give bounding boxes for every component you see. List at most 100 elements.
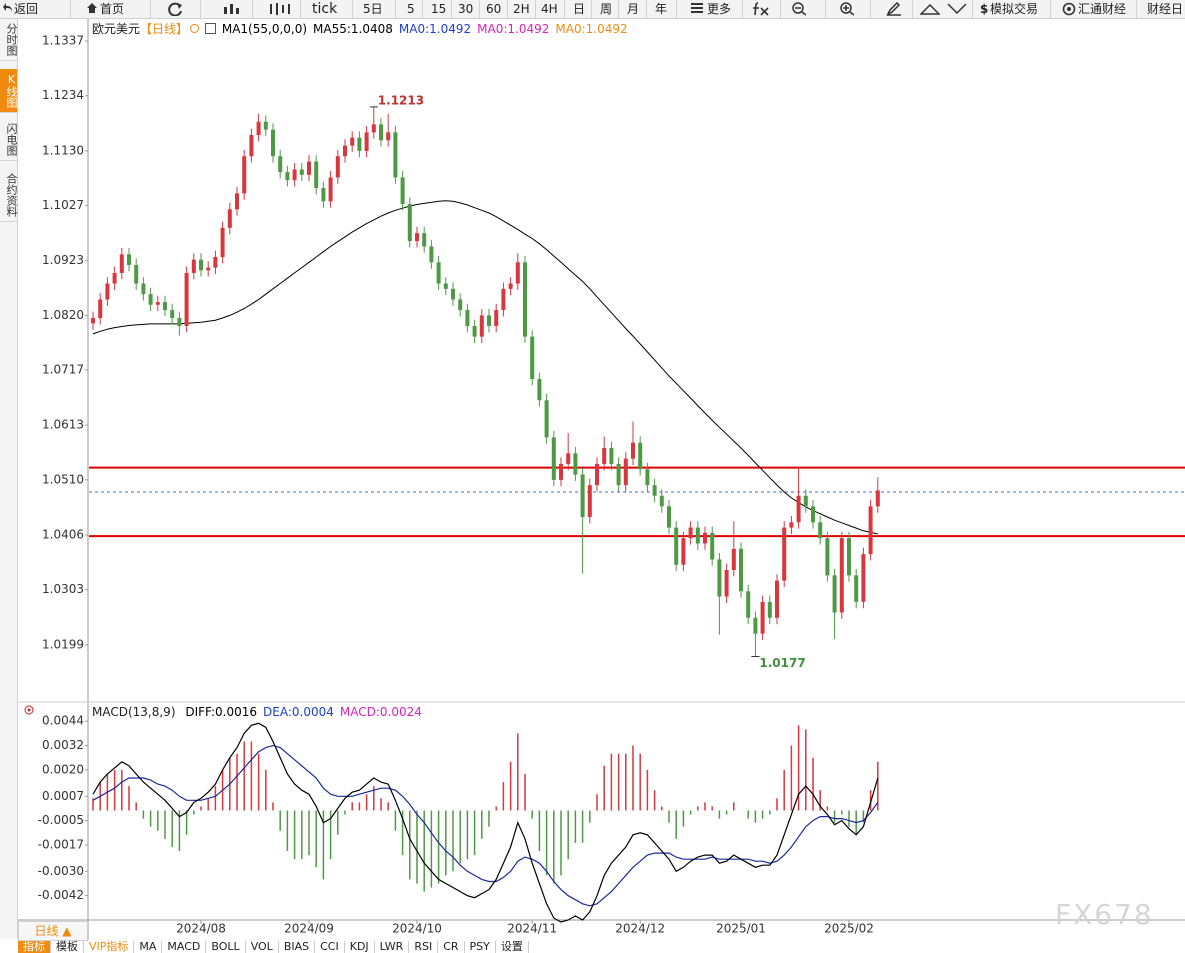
- indicator-tab[interactable]: VIP指标: [84, 941, 135, 953]
- candle-body: [343, 145, 347, 157]
- candle-body: [537, 379, 542, 401]
- side-tab[interactable]: 分时图: [0, 19, 18, 61]
- candle-body: [141, 283, 146, 295]
- candle-body: [803, 495, 808, 507]
- indicator-tabs: 指标 模板 VIP指标 MA MACD BOLL VOL BIAS CCI KDJ LWR RSI CR…: [18, 941, 529, 953]
- period-button[interactable]: 日: [573, 2, 586, 16]
- period-button[interactable]: 5日: [363, 2, 383, 16]
- candle-body: [739, 548, 743, 592]
- candle-body: [235, 193, 239, 210]
- refresh-icon[interactable]: [168, 2, 184, 16]
- period-button[interactable]: 2H: [513, 2, 530, 16]
- period-button[interactable]: 60: [486, 2, 502, 16]
- formula-icon[interactable]: [752, 2, 770, 16]
- candle-body: [825, 538, 830, 576]
- candle-body: [494, 310, 499, 326]
- indicator-tab[interactable]: CCI: [315, 941, 345, 953]
- trade-button[interactable]: 模拟交易: [990, 2, 1039, 16]
- high-label: 1.1213: [378, 93, 424, 107]
- pen-icon[interactable]: [886, 2, 902, 16]
- period-selector[interactable]: 日线 ▲: [18, 921, 88, 941]
- legend-entry: DIFF:0.0016: [185, 705, 258, 719]
- y-tick-label: 1.1337: [42, 34, 84, 48]
- candle-body: [213, 257, 218, 268]
- candle-body: [451, 288, 455, 300]
- brand-button[interactable]: 汇通财经: [1078, 2, 1127, 16]
- triangle-up-icon[interactable]: [920, 2, 940, 16]
- y-tick-label: 1.1027: [42, 198, 84, 212]
- candle-body: [515, 262, 520, 284]
- indicator-tab[interactable]: BIAS: [279, 941, 316, 953]
- y-tick-label: 1.0613: [42, 418, 84, 432]
- candle-body: [184, 272, 189, 326]
- indicator-tab[interactable]: 指标: [18, 941, 51, 953]
- back-button[interactable]: 返回: [14, 2, 39, 16]
- indicator-tab[interactable]: 设置: [496, 941, 529, 953]
- period-label: 【日线】: [140, 22, 189, 36]
- ma55-line: [92, 200, 878, 535]
- candle-body: [328, 177, 333, 202]
- menu-icon: [691, 3, 703, 13]
- settings-icon[interactable]: [190, 24, 200, 33]
- indicator-icon-dot: [27, 708, 31, 712]
- candle-body: [479, 315, 484, 337]
- indicator-tab[interactable]: 模板: [51, 941, 84, 953]
- bars-icon[interactable]: [268, 2, 290, 16]
- tick-button[interactable]: tick: [312, 1, 338, 17]
- indicator-tab[interactable]: CR: [438, 941, 465, 953]
- candle-body: [127, 254, 131, 265]
- more-button[interactable]: 更多: [707, 2, 732, 16]
- period-button[interactable]: 4H: [541, 2, 558, 16]
- ma-icon[interactable]: [205, 23, 217, 34]
- side-tab[interactable]: K线图: [0, 69, 18, 113]
- y-tick-label: -0.0042: [38, 888, 84, 902]
- y-tick-label: -0.0017: [38, 837, 84, 851]
- indicator-tab[interactable]: RSI: [409, 941, 439, 953]
- candle-body: [119, 254, 124, 273]
- candle-body: [379, 124, 383, 141]
- candle-body: [350, 137, 355, 146]
- period-button[interactable]: 年: [655, 2, 668, 16]
- triangle-down-icon[interactable]: [947, 2, 967, 16]
- period-button[interactable]: 15: [431, 2, 447, 16]
- y-tick-label: 0.0044: [42, 714, 84, 728]
- candle-body: [443, 283, 448, 289]
- home-button[interactable]: 首页: [100, 2, 125, 16]
- brand-icon: [1062, 2, 1076, 16]
- candle-body: [616, 463, 621, 486]
- candle-body: [227, 209, 232, 228]
- candle-body: [458, 299, 463, 311]
- indicator-tab[interactable]: MACD: [162, 941, 207, 953]
- zoom-in-icon[interactable]: [840, 2, 856, 16]
- indicator-icon[interactable]: [24, 705, 34, 715]
- diff-line: [92, 722, 879, 923]
- side-tab[interactable]: 合约资料: [0, 169, 18, 222]
- toolbar: 返回 首页 tick 5日 5 15 30 60 2H 4H 日 周 月 年 更…: [0, 0, 1185, 19]
- candle-body: [465, 310, 470, 326]
- indicator-tab[interactable]: LWR: [375, 941, 410, 953]
- y-tick-label: 1.1130: [42, 143, 84, 157]
- indicator-tab[interactable]: KDJ: [345, 941, 375, 953]
- calendar-button[interactable]: 财经日: [1147, 2, 1184, 16]
- indicator-tab[interactable]: VOL: [246, 941, 279, 953]
- period-button[interactable]: 月: [627, 2, 640, 16]
- period-button[interactable]: 5: [407, 2, 415, 16]
- y-tick-label: 1.0820: [42, 308, 84, 322]
- legend-entry: MA55:1.0408: [313, 22, 393, 36]
- x-tick-label: 2024/09: [284, 922, 334, 936]
- candle-body: [508, 283, 513, 289]
- indicator-tab[interactable]: BOLL: [206, 941, 246, 953]
- indicator-tab[interactable]: MA: [134, 941, 163, 953]
- candle-body: [148, 294, 153, 305]
- candle-icon[interactable]: [222, 2, 242, 16]
- period-button[interactable]: 30: [458, 2, 474, 16]
- candle-body: [98, 299, 103, 319]
- period-button[interactable]: 周: [600, 2, 613, 16]
- zoom-out-icon[interactable]: [792, 2, 808, 16]
- candle-body: [177, 318, 182, 326]
- candle-body: [400, 177, 405, 204]
- indicator-tab[interactable]: PSY: [465, 941, 496, 953]
- candle-body: [796, 495, 801, 523]
- side-tab[interactable]: 闪电图: [0, 119, 18, 161]
